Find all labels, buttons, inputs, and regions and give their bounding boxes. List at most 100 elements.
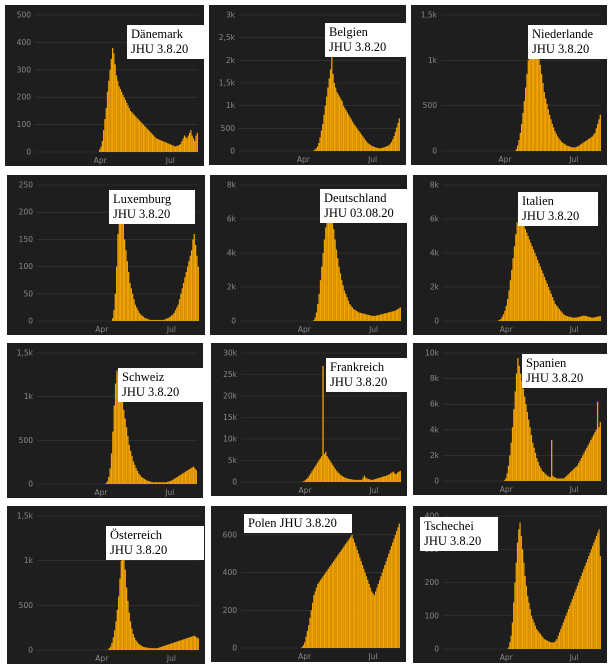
bar xyxy=(323,239,326,321)
bar xyxy=(519,215,521,321)
bar xyxy=(547,287,550,321)
x-tick-label: Jul xyxy=(367,652,377,661)
bar xyxy=(157,319,159,321)
bar xyxy=(561,312,563,321)
bar xyxy=(576,465,578,481)
bar xyxy=(514,391,516,481)
bar xyxy=(112,47,114,152)
bar xyxy=(172,479,174,484)
bar xyxy=(309,617,311,648)
bar xyxy=(315,312,318,321)
bar xyxy=(188,469,191,484)
bar xyxy=(588,442,591,481)
bar xyxy=(312,469,315,482)
bar xyxy=(368,144,371,151)
bar xyxy=(191,135,193,152)
bar xyxy=(399,470,401,482)
bar xyxy=(553,642,556,649)
bar xyxy=(362,136,364,151)
chart-panel-daenemark: 0 100 200 300 400 500 Apr Jul Dänemark JHU 3.8.20 xyxy=(5,5,204,166)
bar xyxy=(375,147,377,151)
y-tick-label: 150 xyxy=(19,235,34,244)
bar xyxy=(536,259,539,321)
bar xyxy=(546,475,549,481)
bar xyxy=(524,229,527,321)
bar xyxy=(363,138,365,151)
bar xyxy=(387,146,389,151)
bar xyxy=(174,310,177,321)
bar xyxy=(171,643,173,650)
bar xyxy=(118,212,120,321)
bar xyxy=(180,474,182,484)
bar xyxy=(343,476,345,482)
bar xyxy=(358,131,360,151)
bar xyxy=(524,396,526,481)
bar xyxy=(172,642,174,650)
bar xyxy=(575,146,577,151)
bar xyxy=(149,131,151,152)
bar xyxy=(321,456,323,482)
bar xyxy=(367,478,370,482)
bar xyxy=(165,645,168,650)
bar xyxy=(157,647,160,650)
source-label: JHU 3.8.20 xyxy=(113,207,171,221)
bar xyxy=(333,466,335,482)
bar xyxy=(322,253,324,321)
bar xyxy=(307,477,309,482)
bar xyxy=(182,138,184,152)
bar xyxy=(382,313,384,321)
bar xyxy=(186,470,188,484)
bar xyxy=(115,75,118,152)
bar xyxy=(197,638,199,650)
bar xyxy=(108,80,110,152)
bar xyxy=(119,88,121,152)
bar xyxy=(593,542,595,649)
bar xyxy=(326,456,328,482)
bar xyxy=(350,536,352,648)
bar xyxy=(356,549,358,648)
bar xyxy=(357,311,359,321)
country-name: Österreich xyxy=(110,528,163,542)
bar xyxy=(520,219,522,321)
bar xyxy=(333,83,336,151)
bar xyxy=(145,318,147,321)
bar xyxy=(389,143,391,151)
bar xyxy=(387,475,389,482)
bar xyxy=(146,480,148,484)
y-tick-label: 1k xyxy=(24,556,34,565)
bar xyxy=(515,149,517,151)
bar xyxy=(385,561,387,648)
bar xyxy=(369,587,372,648)
bar xyxy=(138,473,140,484)
bar xyxy=(126,102,128,152)
bar xyxy=(180,143,182,152)
bar xyxy=(509,455,511,481)
bar xyxy=(352,479,355,482)
bar xyxy=(575,589,577,649)
bar xyxy=(377,315,379,321)
chart-panel-oesterreich: 0 500 1k 1,5k Apr Jul Österreich JHU 3.8.20 xyxy=(7,506,205,664)
bar xyxy=(579,579,581,649)
bar xyxy=(340,98,342,151)
bar xyxy=(508,290,510,321)
y-tick-label: 0 xyxy=(26,148,31,157)
bar xyxy=(589,552,591,649)
y-tick-label: 250 xyxy=(19,181,34,190)
bar xyxy=(194,468,196,484)
bar xyxy=(384,565,386,648)
bar xyxy=(305,636,307,648)
x-tick-label: Apr xyxy=(299,486,313,495)
bar xyxy=(154,319,157,321)
bar xyxy=(357,553,360,648)
bar xyxy=(108,477,110,484)
y-tick-label: 1k xyxy=(226,101,236,110)
bar xyxy=(355,479,357,482)
bar xyxy=(516,222,518,321)
bar xyxy=(330,208,332,321)
bar xyxy=(176,307,178,321)
bar xyxy=(551,440,553,481)
chart-svg: 0 5k 10k 15k 20k 25k 30k Apr Jul xyxy=(223,349,401,495)
bar xyxy=(154,136,156,152)
bar xyxy=(503,480,506,481)
bar xyxy=(106,481,109,484)
